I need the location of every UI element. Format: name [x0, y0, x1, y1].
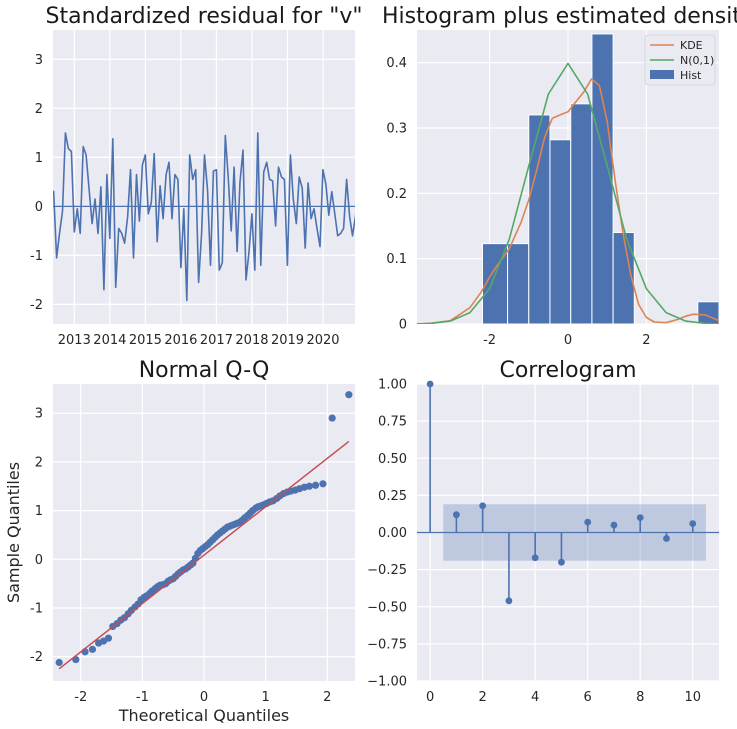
x-tick-label: 0 [200, 690, 208, 705]
y-tick-label: 2 [35, 102, 43, 117]
qq-chart: -2 -1 0 1 2 -2 -1 0 1 2 3 Theoretical Quantiles Samp… [4, 358, 355, 725]
chart-title: Normal Q-Q [139, 358, 270, 383]
histogram-bar [528, 114, 551, 325]
y-tick-label: 0.4 [386, 56, 407, 71]
x-tick-label: 2018 [235, 333, 268, 348]
acf-marker [505, 597, 513, 605]
acf-marker [479, 502, 487, 510]
x-tick-label: 2014 [93, 333, 126, 348]
acf-marker [558, 558, 565, 566]
y-tick-label: 0 [399, 318, 407, 333]
y-tick-label: 1 [35, 151, 43, 166]
x-tick-label: 2013 [58, 333, 91, 348]
x-tick-label: 6 [584, 690, 592, 705]
x-tick-label: 1 [261, 690, 269, 705]
qq-point [88, 645, 97, 653]
y-tick-label: -2 [30, 650, 43, 665]
y-tick-label: 0.50 [378, 452, 407, 467]
x-tick-label: 8 [636, 690, 644, 705]
kde-line [417, 78, 719, 324]
legend-kde-label: KDE [680, 39, 703, 52]
qq-point [305, 482, 313, 490]
x-tick-label: 0 [426, 690, 434, 705]
y-tick-label: 0 [35, 553, 43, 568]
x-tick-label: 2 [642, 333, 650, 348]
histogram-bar [507, 243, 530, 325]
legend-hist-swatch [650, 70, 674, 79]
acf-marker [636, 514, 644, 522]
x-tick-label: 4 [531, 690, 539, 705]
normal-density-line [417, 62, 719, 324]
y-tick-label: -1 [30, 249, 43, 264]
x-tick-label: 2015 [129, 333, 162, 348]
qq-point [345, 391, 353, 399]
y-tick-label: 0.25 [378, 489, 407, 504]
y-tick-label: −0.50 [367, 600, 407, 615]
qq-point [55, 658, 63, 667]
x-axis-label: Theoretical Quantiles [118, 706, 290, 725]
y-tick-label: −0.75 [367, 637, 407, 652]
x-tick-label: 2 [323, 690, 331, 705]
chart-title: Standardized residual for "v" [46, 4, 363, 29]
acf-marker [531, 554, 539, 562]
y-tick-label: 1 [35, 504, 43, 519]
x-tick-label: -2 [483, 333, 496, 348]
x-tick-label: -2 [74, 690, 87, 705]
qq-point [319, 480, 327, 488]
x-tick-label: 2 [479, 690, 487, 705]
x-tick-label: 2016 [164, 333, 197, 348]
x-tick-label: -1 [136, 690, 149, 705]
correlogram-chart: 0 2 4 6 8 10 1.00 0.75 0.50 0.25 0.00 −0.25 −0.50 −0.… [367, 358, 719, 705]
qq-point [311, 481, 320, 489]
y-tick-label: 1.00 [378, 378, 407, 393]
y-tick-label: 0 [35, 200, 43, 215]
y-tick-label: −0.25 [367, 563, 407, 578]
residual-series-line [53, 132, 355, 302]
acf-marker [689, 520, 697, 527]
x-tick-label: 0 [564, 333, 572, 348]
x-tick-label: 10 [684, 690, 701, 705]
y-tick-label: -1 [30, 601, 43, 616]
histogram-bar [697, 301, 720, 325]
legend-hist-label: Hist [680, 69, 702, 82]
histogram-chart: -2 0 2 0 0.1 0.2 0.3 0.4 KDE N(0,1) Hist Histogram … [382, 4, 737, 348]
y-axis-label: Sample Quantiles [4, 462, 23, 603]
x-tick-label: 2020 [306, 333, 339, 348]
chart-title: Histogram plus estimated density [382, 4, 737, 29]
qq-point [328, 414, 336, 422]
acf-marker [426, 380, 434, 388]
y-tick-label: 0.1 [386, 252, 407, 267]
y-tick-label: 2 [35, 455, 43, 470]
histogram-bar [570, 103, 593, 325]
y-tick-label: 0.2 [386, 187, 407, 202]
x-tick-label: 2019 [271, 333, 304, 348]
qq-reference-line [58, 440, 350, 670]
acf-marker [663, 535, 670, 542]
legend: KDE N(0,1) Hist [644, 34, 716, 86]
y-tick-label: 3 [35, 407, 43, 422]
y-tick-label: 3 [35, 53, 43, 68]
y-tick-label: −1.00 [367, 675, 407, 690]
acf-marker [610, 521, 618, 529]
y-tick-label: 0.3 [386, 122, 407, 137]
qq-point [104, 634, 113, 642]
acf-marker [584, 518, 592, 526]
chart-title: Correlogram [499, 358, 636, 383]
acf-marker [452, 511, 460, 519]
histogram-bar [549, 139, 572, 325]
legend-normal-label: N(0,1) [680, 54, 714, 67]
y-tick-label: 0.75 [378, 415, 407, 430]
y-tick-label: 0.00 [378, 526, 407, 541]
x-tick-label: 2017 [200, 333, 233, 348]
residual-chart: 2013 2014 2015 2016 2017 2018 2019 2020 -2 -1 0 1 2 3… [30, 4, 363, 348]
histogram-bar [591, 33, 614, 325]
y-tick-label: -2 [30, 298, 43, 313]
